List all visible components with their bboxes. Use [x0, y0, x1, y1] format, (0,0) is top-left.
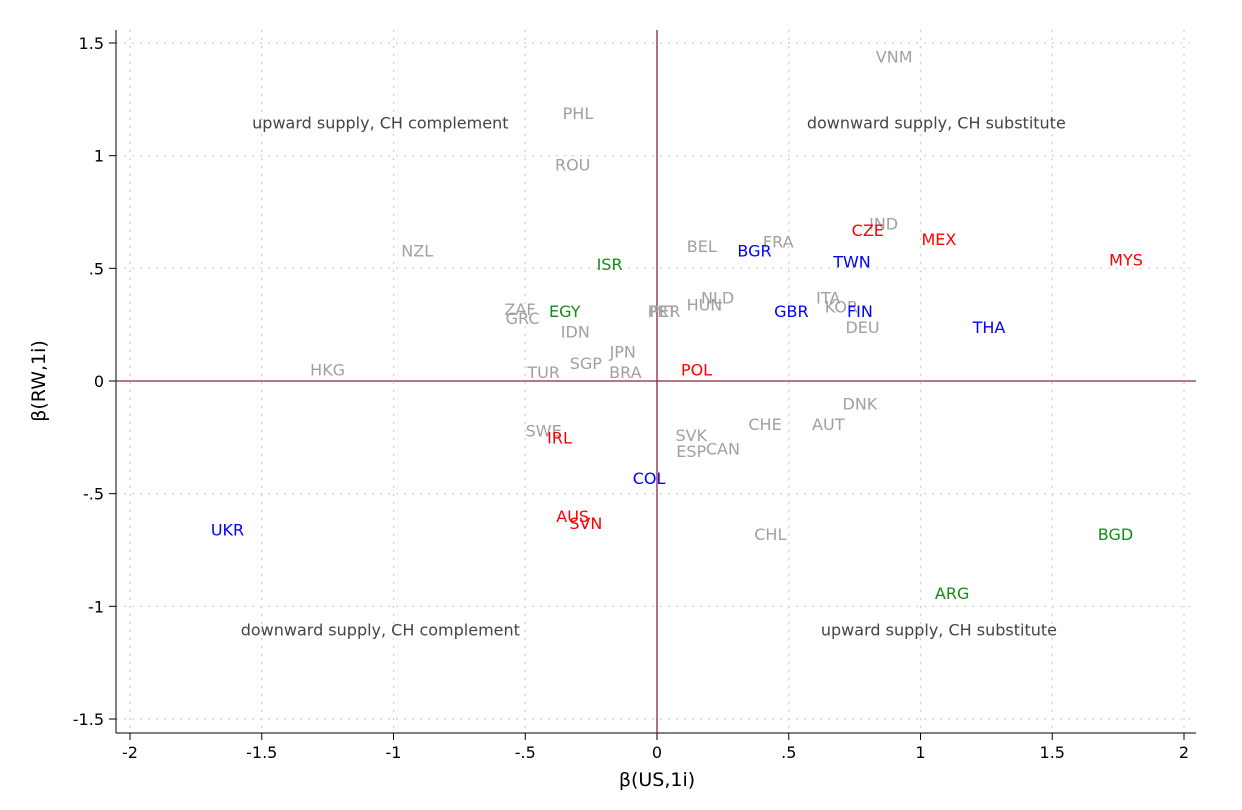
point-label-aus: AUS: [556, 507, 589, 526]
point-label-per: PER: [649, 302, 680, 321]
point-label-prt: PRT: [648, 302, 678, 321]
point-label-svn: SVN: [569, 514, 602, 533]
x-tick-label: 2: [1179, 743, 1189, 762]
y-tick-label: -1.5: [73, 710, 104, 729]
y-tick-label: -1: [88, 597, 104, 616]
point-label-fin: FIN: [847, 302, 873, 321]
point-label-twn: TWN: [832, 253, 871, 272]
point-label-svk: SVK: [675, 426, 707, 445]
point-label-nzl: NZL: [401, 241, 433, 260]
y-axis-ticks: -1.5 -1 -.5 0 .5 1 1.5: [73, 34, 116, 729]
x-tick-label: -1: [386, 743, 402, 762]
point-label-hun: HUN: [687, 295, 723, 314]
point-label-phl: PHL: [563, 104, 594, 123]
point-label-zaf: ZAF: [504, 300, 535, 319]
point-label-ita: ITA: [816, 289, 840, 308]
point-label-esp: ESP: [676, 442, 706, 461]
point-label-che: CHE: [748, 415, 781, 434]
x-tick-label: .5: [781, 743, 796, 762]
point-label-bgr: BGR: [737, 241, 771, 260]
point-label-pol: POL: [681, 361, 712, 380]
x-axis-ticks: -2 -1.5 -1 -.5 0 .5 1 1.5 2: [122, 733, 1189, 762]
point-label-bra: BRA: [609, 363, 641, 382]
point-label-irl: IRL: [547, 428, 572, 447]
point-label-mex: MEX: [922, 230, 957, 249]
point-label-nld: NLD: [701, 289, 734, 308]
region-label: upward supply, CH substitute: [821, 621, 1057, 640]
point-label-bgd: BGD: [1098, 525, 1133, 544]
region-label: downward supply, CH complement: [241, 621, 520, 640]
point-label-egy: EGY: [549, 302, 581, 321]
point-label-ukr: UKR: [211, 521, 244, 540]
x-tick-label: 1.5: [1040, 743, 1065, 762]
y-tick-label: 1.5: [79, 34, 104, 53]
point-label-gbr: GBR: [774, 302, 809, 321]
point-label-rou: ROU: [555, 156, 590, 175]
point-label-vnm: VNM: [876, 48, 913, 67]
point-label-aut: AUT: [812, 415, 845, 434]
point-label-col: COL: [633, 469, 666, 488]
x-tick-label: 1: [915, 743, 925, 762]
x-axis-title: β(US,1i): [619, 769, 695, 791]
point-label-bel: BEL: [687, 237, 717, 256]
point-label-jpn: JPN: [609, 343, 636, 362]
point-label-idn: IDN: [561, 322, 590, 341]
x-tick-label: -1.5: [246, 743, 277, 762]
point-label-isr: ISR: [597, 255, 623, 274]
point-label-sgp: SGP: [570, 354, 603, 373]
y-tick-label: .5: [89, 259, 104, 278]
point-label-ind: IND: [869, 214, 898, 233]
point-label-deu: DEU: [845, 318, 879, 337]
x-tick-label: -2: [122, 743, 138, 762]
region-label: upward supply, CH complement: [252, 114, 508, 133]
y-tick-label: -.5: [83, 485, 104, 504]
y-tick-label: 0: [94, 372, 104, 391]
region-label: downward supply, CH substitute: [807, 114, 1066, 133]
point-label-grc: GRC: [506, 309, 540, 328]
point-label-tha: THA: [972, 318, 1006, 337]
point-label-fra: FRA: [763, 232, 794, 251]
point-label-can: CAN: [706, 440, 740, 459]
point-label-chl: CHL: [754, 525, 786, 544]
point-label-tur: TUR: [526, 363, 560, 382]
point-label-dnk: DNK: [843, 395, 878, 414]
y-axis-title: β(RW,1i): [28, 340, 50, 422]
point-label-arg: ARG: [935, 584, 969, 603]
y-tick-label: 1: [94, 147, 104, 166]
region-labels: upward supply, CH complement downward sup…: [241, 114, 1066, 640]
point-label-cze: CZE: [852, 221, 884, 240]
point-label-kor: KOR: [825, 298, 858, 317]
reference-lines: [116, 30, 1196, 733]
x-tick-label: -.5: [515, 743, 536, 762]
point-label-swe: SWE: [526, 422, 562, 441]
point-label-mys: MYS: [1109, 250, 1143, 269]
x-tick-label: 0: [652, 743, 662, 762]
point-label-hkg: HKG: [310, 361, 345, 380]
